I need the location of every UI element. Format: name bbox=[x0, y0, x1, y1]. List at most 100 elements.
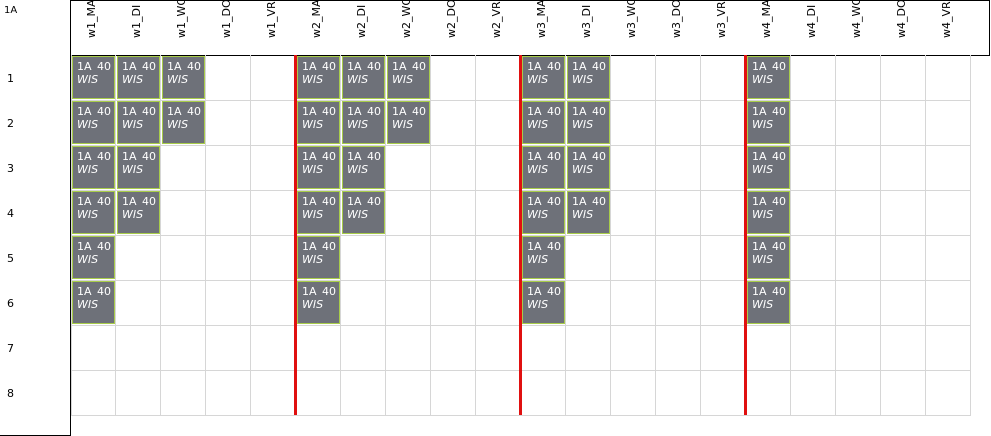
lesson-block[interactable]: 1A 40 WIS bbox=[117, 56, 160, 99]
lesson-class: 1A bbox=[77, 150, 92, 163]
column-header-label: w1_DI bbox=[130, 4, 143, 38]
lesson-block[interactable]: 1A 40 WIS bbox=[72, 146, 115, 189]
row-label-3: 3 bbox=[7, 162, 14, 175]
lesson-number: 40 bbox=[772, 285, 786, 298]
column-header-w2-ma[interactable]: w2_MA bbox=[296, 0, 341, 55]
lesson-block[interactable]: 1A 40 WIS bbox=[567, 191, 610, 234]
lesson-class: 1A bbox=[527, 285, 542, 298]
lesson-block[interactable]: 1A 40 WIS bbox=[747, 236, 790, 279]
lesson-block[interactable]: 1A 40 WIS bbox=[297, 281, 340, 324]
column-header-w4-wo[interactable]: w4_WO bbox=[836, 0, 881, 55]
lesson-block[interactable]: 1A 40 WIS bbox=[747, 146, 790, 189]
column-header-w3-wo[interactable]: w3_WO bbox=[611, 0, 656, 55]
lesson-subject: WIS bbox=[302, 73, 324, 86]
lesson-block[interactable]: 1A 40 WIS bbox=[747, 101, 790, 144]
column-header-w1-wo[interactable]: w1_WO bbox=[161, 0, 206, 55]
lesson-number: 40 bbox=[97, 195, 111, 208]
lesson-subject: WIS bbox=[752, 298, 774, 311]
column-header-w1-vr[interactable]: w1_VR bbox=[251, 1, 296, 55]
column-header-w4-di[interactable]: w4_DI bbox=[791, 1, 836, 55]
lesson-block[interactable]: 1A 40 WIS bbox=[567, 56, 610, 99]
lesson-block[interactable]: 1A 40 WIS bbox=[747, 191, 790, 234]
lesson-block[interactable]: 1A 40 WIS bbox=[297, 146, 340, 189]
column-header-w4-vr[interactable]: w4_VR bbox=[926, 1, 971, 55]
lesson-block[interactable]: 1A 40 WIS bbox=[72, 236, 115, 279]
lesson-subject: WIS bbox=[347, 163, 369, 176]
column-header-w4-do[interactable]: w4_DO bbox=[881, 0, 926, 55]
lesson-block[interactable]: 1A 40 WIS bbox=[342, 146, 385, 189]
column-header-w3-di[interactable]: w3_DI bbox=[566, 1, 611, 55]
grid-horizontal-line bbox=[71, 415, 971, 416]
lesson-block[interactable]: 1A 40 WIS bbox=[747, 56, 790, 99]
lesson-class: 1A bbox=[572, 150, 587, 163]
lesson-block[interactable]: 1A 40 WIS bbox=[342, 101, 385, 144]
lesson-block[interactable]: 1A 40 WIS bbox=[522, 101, 565, 144]
lesson-block[interactable]: 1A 40 WIS bbox=[747, 281, 790, 324]
lesson-block[interactable]: 1A 40 WIS bbox=[522, 146, 565, 189]
column-header-w2-wo[interactable]: w2_WO bbox=[386, 0, 431, 55]
lesson-block[interactable]: 1A 40 WIS bbox=[117, 101, 160, 144]
lesson-class: 1A bbox=[527, 240, 542, 253]
lesson-block[interactable]: 1A 40 WIS bbox=[387, 101, 430, 144]
lesson-number: 40 bbox=[592, 105, 606, 118]
column-header-w3-vr[interactable]: w3_VR bbox=[701, 1, 746, 55]
lesson-subject: WIS bbox=[527, 73, 549, 86]
lesson-block[interactable]: 1A 40 WIS bbox=[522, 191, 565, 234]
column-header-w1-do[interactable]: w1_DO bbox=[206, 0, 251, 55]
lesson-subject: WIS bbox=[302, 118, 324, 131]
lesson-subject: WIS bbox=[77, 208, 99, 221]
lesson-number: 40 bbox=[142, 105, 156, 118]
column-header-w1-ma[interactable]: w1_MA bbox=[71, 0, 116, 55]
lesson-block[interactable]: 1A 40 WIS bbox=[297, 191, 340, 234]
lesson-block[interactable]: 1A 40 WIS bbox=[387, 56, 430, 99]
lesson-subject: WIS bbox=[572, 163, 594, 176]
lesson-number: 40 bbox=[187, 60, 201, 73]
lesson-class: 1A bbox=[572, 195, 587, 208]
lesson-number: 40 bbox=[322, 60, 336, 73]
lesson-block[interactable]: 1A 40 WIS bbox=[72, 191, 115, 234]
class-label: 1A bbox=[4, 5, 18, 16]
lesson-number: 40 bbox=[142, 195, 156, 208]
lesson-block[interactable]: 1A 40 WIS bbox=[162, 101, 205, 144]
lesson-block[interactable]: 1A 40 WIS bbox=[342, 56, 385, 99]
lesson-number: 40 bbox=[412, 60, 426, 73]
column-header-w3-ma[interactable]: w3_MA bbox=[521, 0, 566, 55]
lesson-class: 1A bbox=[302, 285, 317, 298]
lesson-class: 1A bbox=[122, 195, 137, 208]
lesson-number: 40 bbox=[367, 105, 381, 118]
lesson-class: 1A bbox=[527, 105, 542, 118]
column-header-w4-ma[interactable]: w4_MA bbox=[746, 0, 791, 55]
week-separator bbox=[294, 55, 297, 415]
lesson-block[interactable]: 1A 40 WIS bbox=[297, 56, 340, 99]
column-header-w2-vr[interactable]: w2_VR bbox=[476, 1, 521, 55]
lesson-block[interactable]: 1A 40 WIS bbox=[117, 191, 160, 234]
column-header-w2-do[interactable]: w2_DO bbox=[431, 0, 476, 55]
lesson-block[interactable]: 1A 40 WIS bbox=[117, 146, 160, 189]
column-header-w2-di[interactable]: w2_DI bbox=[341, 1, 386, 55]
lesson-class: 1A bbox=[167, 60, 182, 73]
lesson-subject: WIS bbox=[77, 118, 99, 131]
lesson-block[interactable]: 1A 40 WIS bbox=[567, 101, 610, 144]
lesson-subject: WIS bbox=[122, 208, 144, 221]
lesson-block[interactable]: 1A 40 WIS bbox=[72, 281, 115, 324]
lesson-block[interactable]: 1A 40 WIS bbox=[522, 56, 565, 99]
column-header-label: w2_DO bbox=[445, 0, 458, 38]
lesson-block[interactable]: 1A 40 WIS bbox=[297, 101, 340, 144]
lesson-block[interactable]: 1A 40 WIS bbox=[522, 236, 565, 279]
lesson-number: 40 bbox=[367, 150, 381, 163]
lesson-block[interactable]: 1A 40 WIS bbox=[297, 236, 340, 279]
column-header-w1-di[interactable]: w1_DI bbox=[116, 1, 161, 55]
lesson-class: 1A bbox=[77, 60, 92, 73]
lesson-block[interactable]: 1A 40 WIS bbox=[567, 146, 610, 189]
lesson-subject: WIS bbox=[302, 253, 324, 266]
lesson-block[interactable]: 1A 40 WIS bbox=[72, 101, 115, 144]
column-header-label: w1_WO bbox=[175, 0, 188, 38]
column-header-w3-do[interactable]: w3_DO bbox=[656, 0, 701, 55]
lesson-class: 1A bbox=[77, 105, 92, 118]
lesson-block[interactable]: 1A 40 WIS bbox=[342, 191, 385, 234]
lesson-block[interactable]: 1A 40 WIS bbox=[72, 56, 115, 99]
lesson-number: 40 bbox=[322, 105, 336, 118]
lesson-block[interactable]: 1A 40 WIS bbox=[522, 281, 565, 324]
lesson-block[interactable]: 1A 40 WIS bbox=[162, 56, 205, 99]
column-header-label: w4_MA bbox=[760, 0, 773, 38]
